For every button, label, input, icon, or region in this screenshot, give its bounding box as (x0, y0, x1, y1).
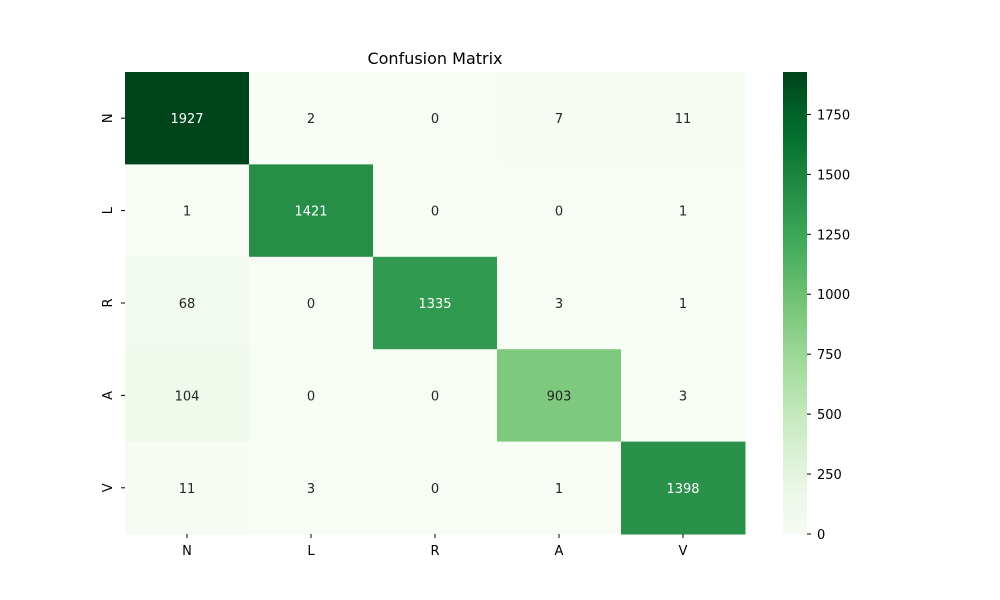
heatmap-cell (125, 441, 250, 535)
heatmap-cell (621, 164, 746, 258)
heatmap-cell (497, 349, 622, 443)
y-tick-label: N (101, 113, 116, 123)
heatmap-cell (249, 349, 374, 443)
y-tick-label: R (101, 298, 116, 307)
colorbar-gradient (783, 72, 807, 534)
cell-value-label: 0 (431, 205, 439, 220)
cell-value-label: 11 (179, 482, 196, 497)
heatmap-cell (249, 441, 374, 535)
heatmap-cell (249, 164, 374, 258)
cell-value-label: 0 (431, 112, 439, 127)
heatmap-cell (497, 441, 622, 535)
colorbar-tick-label: 250 (817, 468, 842, 483)
heatmap-cell (125, 72, 250, 165)
colorbar: 0 250 500 750 1000 1250 1500 1750 (783, 72, 850, 543)
heatmap-cell (621, 256, 746, 350)
colorbar-tick-label: 1250 (817, 228, 850, 243)
heatmap-cell (249, 72, 374, 165)
x-tick-label: V (679, 544, 688, 559)
x-tick-label: R (430, 544, 439, 559)
cell-value-label: 104 (175, 389, 200, 404)
heatmap-cell (125, 349, 250, 443)
x-tick-label: A (555, 544, 564, 559)
cell-value-label: 3 (555, 297, 563, 312)
x-tick-label: L (307, 544, 315, 559)
cell-value-label: 3 (679, 389, 687, 404)
cell-value-label: 903 (547, 389, 572, 404)
cell-value-label: 68 (179, 297, 196, 312)
cell-value-label: 3 (307, 482, 315, 497)
cell-value-label: 1 (183, 205, 191, 220)
heatmap-cell (373, 72, 498, 165)
heatmap-cell (125, 164, 250, 258)
heatmap-cell (621, 349, 746, 443)
y-tick-label: V (101, 483, 116, 492)
cell-value-label: 0 (555, 205, 563, 220)
cell-value-label: 11 (675, 112, 692, 127)
heatmap-cell (373, 256, 498, 350)
chart-title: Confusion Matrix (367, 49, 502, 68)
cell-value-label: 2 (307, 112, 315, 127)
cell-value-label: 1335 (418, 297, 451, 312)
colorbar-tick-label: 750 (817, 348, 842, 363)
cell-value-label: 0 (307, 389, 315, 404)
cell-value-label: 0 (431, 482, 439, 497)
cell-value-label: 1 (555, 482, 563, 497)
heatmap-cell (497, 164, 622, 258)
colorbar-tick-label: 1000 (817, 288, 850, 303)
heatmap-cell (125, 256, 250, 350)
heatmap-cell (497, 256, 622, 350)
cell-value-label: 1927 (170, 112, 203, 127)
colorbar-tick-label: 500 (817, 408, 842, 423)
heatmap-cell (373, 164, 498, 258)
colorbar-tick-label: 1750 (817, 108, 850, 123)
y-tick-label: A (101, 391, 116, 400)
cell-value-label: 1 (679, 297, 687, 312)
heatmap-cell (621, 72, 746, 165)
y-axis: N L R A V (101, 113, 125, 492)
x-tick-label: N (182, 544, 192, 559)
heatmap-cell (497, 72, 622, 165)
cell-value-label: 1398 (666, 482, 699, 497)
y-tick-label: L (101, 206, 116, 214)
colorbar-tick-label: 1500 (817, 168, 850, 183)
cell-value-label: 0 (307, 297, 315, 312)
cell-value-label: 1 (679, 205, 687, 220)
colorbar-tick-label: 0 (817, 528, 825, 543)
heatmap-cell (249, 256, 374, 350)
cell-value-label: 1421 (294, 205, 327, 220)
heatmap-cell (373, 349, 498, 443)
cell-value-label: 7 (555, 112, 563, 127)
heatmap-cell (373, 441, 498, 535)
cell-value-label: 0 (431, 389, 439, 404)
heatmap-cell (621, 441, 746, 535)
